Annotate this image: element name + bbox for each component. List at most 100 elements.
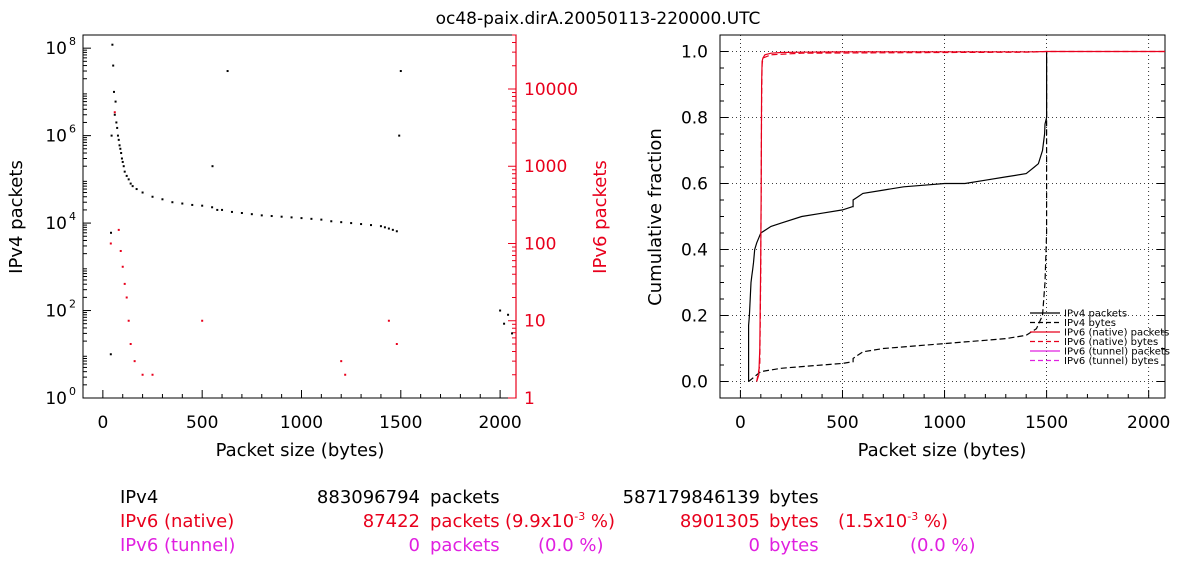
ipv4-point	[117, 138, 120, 141]
cdf-line-4	[756, 50, 1165, 382]
ipv6-point	[113, 111, 116, 114]
ipv6-point	[119, 249, 122, 252]
ipv4-point	[250, 213, 253, 216]
ipv4-point	[387, 227, 390, 230]
ipv4-point	[300, 217, 303, 220]
stat-ipv6-tunnel-bytes-unit: bytes	[769, 535, 819, 556]
ipv4-point	[120, 157, 123, 160]
ipv6-point	[117, 228, 120, 231]
ipv4-point	[113, 113, 116, 116]
x-tick-label: 0	[97, 413, 108, 433]
ipv6-point	[133, 360, 136, 363]
ipv6-point	[387, 319, 390, 322]
ipv4-point	[116, 134, 119, 137]
stat-label-ipv4: IPv4	[120, 487, 159, 508]
ipv6-point	[109, 242, 112, 245]
ipv4-point	[201, 204, 204, 207]
figure: oc48-paix.dirA.20050113-220000.UTC 0 500 1…	[6, 9, 1170, 461]
right-y-axis-label: Cumulative fraction	[645, 128, 666, 306]
stat-ipv6-native-packets-unit: packets	[430, 511, 500, 532]
ipv6-point	[123, 282, 126, 285]
stat-ipv6-native-packets: 87422	[362, 511, 420, 532]
cdf-line-1	[747, 51, 1048, 382]
ipv4-point	[211, 206, 214, 209]
ipv4-point	[181, 202, 184, 205]
ipv4-point	[398, 134, 401, 137]
stat-ipv6-native-bytes-pct: (1.5x10-3 %)	[838, 510, 949, 532]
ipv4-point	[118, 144, 121, 147]
ipv4-point	[120, 152, 123, 155]
ipv4-point	[226, 70, 229, 73]
ipv4-point	[507, 313, 510, 316]
ipv4-point	[171, 201, 174, 204]
y2-tick-label: 10000	[524, 80, 578, 100]
ipv4-point	[230, 210, 233, 213]
ipv4-point	[114, 100, 117, 103]
ipv4-point	[119, 147, 122, 150]
ipv6-point	[201, 319, 204, 322]
ipv4-point	[280, 215, 283, 218]
left-y2-axis-label: IPv6 packets	[590, 160, 611, 274]
ipv4-point	[370, 224, 373, 227]
ipv6-point	[395, 343, 398, 346]
stat-label-ipv6-native: IPv6 (native)	[120, 511, 235, 532]
y-tick-exponent: 8	[69, 35, 76, 48]
y-tick-exponent: 2	[69, 298, 76, 311]
ipv4-point	[395, 230, 398, 233]
y2-tick-label: 100	[524, 234, 556, 254]
stat-ipv6-tunnel-bytes-pct: (0.0 %)	[910, 535, 976, 556]
ipv4-point	[110, 231, 113, 234]
left-x-axis-label: Packet size (bytes)	[216, 440, 385, 461]
ipv6-point	[141, 373, 144, 376]
legend-label: IPv6 (tunnel) packets	[1064, 347, 1170, 358]
stat-ipv4-bytes-unit: bytes	[769, 487, 819, 508]
ipv4-point	[240, 212, 243, 215]
x-tick-label: 2000	[1127, 413, 1170, 433]
y-tick-exponent: 4	[69, 210, 76, 223]
stat-ipv6-tunnel-packets: 0	[408, 535, 420, 556]
x-tick-label: 2000	[478, 413, 521, 433]
stat-ipv6-tunnel-bytes: 0	[748, 535, 760, 556]
ipv4-point	[383, 226, 386, 229]
ipv4-point	[511, 332, 514, 335]
stat-ipv4-packets-unit: packets	[430, 487, 500, 508]
ipv6-point	[121, 265, 124, 268]
y2-tick-label: 1	[524, 389, 535, 409]
ipv4-point	[122, 165, 125, 168]
ipv6-point	[125, 296, 128, 299]
ipv4-point	[123, 170, 126, 173]
right-x-axis-label: Packet size (bytes)	[858, 440, 1027, 461]
y-tick-label: 10	[45, 389, 67, 409]
ipv4-point	[499, 309, 502, 312]
legend-label: IPv6 (native) packets	[1064, 328, 1169, 339]
cdf-line-3	[756, 50, 1165, 382]
legend-label: IPv4 packets	[1064, 309, 1127, 320]
ipv4-point	[129, 182, 132, 185]
stat-ipv4-packets: 883096794	[316, 487, 420, 508]
ipv4-point	[141, 191, 144, 194]
ipv4-point	[112, 90, 115, 93]
ipv4-point	[379, 225, 382, 228]
ipv4-point	[503, 322, 506, 325]
ipv4-point	[112, 64, 115, 67]
ipv4-point	[399, 70, 402, 73]
ipv4-point	[131, 185, 134, 188]
y-tick-label: 0.8	[681, 109, 708, 129]
left-plot-frame	[82, 34, 517, 399]
ipv6-scatter-series	[109, 111, 398, 376]
ipv4-point	[211, 165, 214, 168]
y-tick-label: 10	[45, 214, 67, 234]
x-tick-label: 1500	[379, 413, 422, 433]
x-tick-label: 500	[826, 413, 858, 433]
left-y2-ticks: 1 10 100 1000 10000	[508, 34, 578, 409]
ipv4-point	[340, 221, 343, 224]
ipv4-point	[350, 222, 353, 225]
ipv4-point	[310, 217, 313, 220]
ipv6-point	[340, 360, 343, 363]
legend-label: IPv4 bytes	[1064, 318, 1116, 329]
ipv4-point	[125, 174, 128, 177]
ipv6-point	[151, 373, 154, 376]
ipv4-scatter-series	[109, 43, 514, 356]
x-tick-label: 0	[735, 413, 746, 433]
